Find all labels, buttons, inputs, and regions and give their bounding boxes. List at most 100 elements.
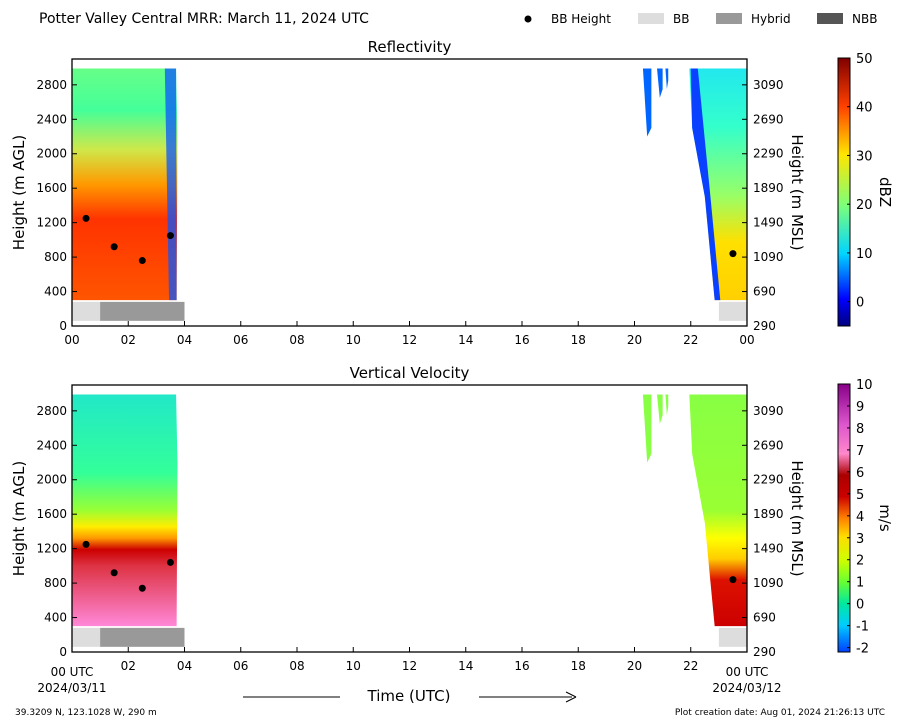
end-time-label: 00 UTC — [726, 665, 769, 679]
end-date-label: 2024/03/12 — [712, 681, 781, 695]
colorbar-tick-label: -1 — [856, 620, 869, 635]
x-axis-label: Time (UTC) — [367, 687, 451, 705]
echo-low-band — [690, 68, 721, 301]
echo-cell — [665, 394, 669, 416]
colorbar-tick-label: 0 — [856, 598, 864, 613]
legend-nbb-swatch — [817, 13, 843, 24]
figure-legend: BB Height BB Hybrid NBB — [524, 12, 877, 26]
echo-cell — [665, 68, 669, 90]
echo-low-band — [164, 68, 177, 301]
bb-type-segment — [718, 627, 747, 647]
colorbar-tick-label: 10 — [856, 378, 873, 393]
y-axis-label-right: Height (m MSL) — [788, 134, 806, 250]
echo-late-period — [689, 394, 747, 627]
bb-height-point — [729, 250, 737, 258]
colorbar-tick-label: -2 — [856, 642, 869, 657]
bb-type-segment — [72, 627, 101, 647]
bb-height-point — [729, 576, 737, 584]
y-right-tick-label: 690 — [753, 611, 776, 625]
bb-height-point — [166, 232, 174, 240]
x-tick-label: 14 — [458, 333, 473, 347]
echo-early-period — [72, 68, 178, 301]
echo-late-period — [689, 68, 747, 301]
y-tick-label: 2000 — [36, 473, 67, 487]
legend-hybrid-label: Hybrid — [751, 12, 791, 26]
y-tick-label: 800 — [44, 576, 67, 590]
y-tick-label: 1200 — [36, 216, 67, 230]
y-right-tick-label: 290 — [753, 319, 776, 333]
colorbar-tick-label: 3 — [856, 532, 864, 547]
x-tick-label: 00 — [739, 333, 754, 347]
y-right-tick-label: 2290 — [753, 473, 784, 487]
colorbar-tick-label: 30 — [856, 149, 873, 164]
y-right-tick-label: 1490 — [753, 542, 784, 556]
y-right-tick-label: 3090 — [753, 78, 784, 92]
y-tick-label: 1200 — [36, 542, 67, 556]
y-tick-label: 1600 — [36, 507, 67, 521]
y-right-tick-label: 3090 — [753, 404, 784, 418]
x-tick-label: 18 — [571, 333, 586, 347]
x-tick-label: 12 — [402, 333, 417, 347]
y-right-tick-label: 1490 — [753, 216, 784, 230]
y-tick-label: 2800 — [36, 404, 67, 418]
colorbar — [837, 57, 851, 327]
colorbar-label: dBZ — [876, 177, 894, 207]
time-arrow-head-icon — [565, 691, 577, 703]
x-tick-label: 18 — [571, 659, 586, 673]
bb-height-point — [138, 257, 146, 265]
x-tick-label: 10 — [346, 659, 361, 673]
colorbar-tick-label: 9 — [856, 400, 864, 415]
x-tick-label: 04 — [177, 333, 192, 347]
bb-height-point — [166, 558, 174, 566]
y-right-tick-label: 690 — [753, 285, 776, 299]
colorbar-tick-label: 6 — [856, 466, 864, 481]
echo-field — [72, 394, 747, 627]
bb-height-point — [110, 243, 118, 251]
colorbar-tick-label: 0 — [856, 296, 864, 311]
y-right-tick-label: 1090 — [753, 250, 784, 264]
x-tick-label: 22 — [683, 659, 698, 673]
y-tick-label: 2000 — [36, 147, 67, 161]
y-axis-label: Height (m AGL) — [10, 135, 28, 250]
x-tick-label: 10 — [346, 333, 361, 347]
x-tick-label: 06 — [233, 659, 248, 673]
colorbar — [837, 383, 851, 653]
bb-height-point — [82, 214, 90, 222]
bb-type-segment — [100, 627, 185, 647]
y-right-tick-label: 1890 — [753, 181, 784, 195]
legend-bb-label: BB — [673, 12, 689, 26]
y-tick-label: 400 — [44, 285, 67, 299]
y-tick-label: 0 — [59, 645, 67, 659]
colorbar-tick-label: 8 — [856, 422, 864, 437]
y-right-tick-label: 2690 — [753, 438, 784, 452]
x-tick-label: 12 — [402, 659, 417, 673]
echo-cell — [657, 68, 663, 98]
y-right-tick-label: 1890 — [753, 507, 784, 521]
bb-height-point — [138, 584, 146, 592]
y-tick-label: 400 — [44, 611, 67, 625]
y-tick-label: 2400 — [36, 438, 67, 452]
y-tick-label: 2800 — [36, 78, 67, 92]
start-date-label: 2024/03/11 — [37, 681, 106, 695]
y-right-tick-label: 290 — [753, 645, 776, 659]
y-tick-label: 1600 — [36, 181, 67, 195]
y-right-tick-label: 2290 — [753, 147, 784, 161]
legend-bb-height-dot — [524, 15, 532, 23]
echo-cell — [642, 68, 652, 137]
colorbar-tick-label: 50 — [856, 52, 873, 67]
colorbar-tick-label: 2 — [856, 554, 864, 569]
echo-cell — [657, 394, 663, 424]
bb-height-point — [82, 540, 90, 548]
y-tick-label: 800 — [44, 250, 67, 264]
x-tick-label: 02 — [121, 333, 136, 347]
x-tick-label: 08 — [289, 659, 304, 673]
x-tick-label: 14 — [458, 659, 473, 673]
colorbar-tick-label: 1 — [856, 576, 864, 591]
location-label: 39.3209 N, 123.1028 W, 290 m — [15, 708, 157, 718]
figure-footer: 00 UTC 2024/03/11 00 UTC 2024/03/12 Time… — [15, 665, 885, 718]
y-right-tick-label: 2690 — [753, 112, 784, 126]
y-right-tick-label: 1090 — [753, 576, 784, 590]
x-tick-label: 22 — [683, 333, 698, 347]
